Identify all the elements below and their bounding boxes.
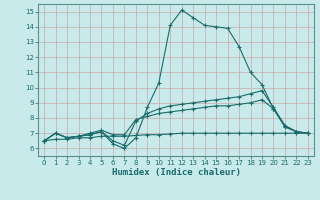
X-axis label: Humidex (Indice chaleur): Humidex (Indice chaleur) xyxy=(111,168,241,177)
